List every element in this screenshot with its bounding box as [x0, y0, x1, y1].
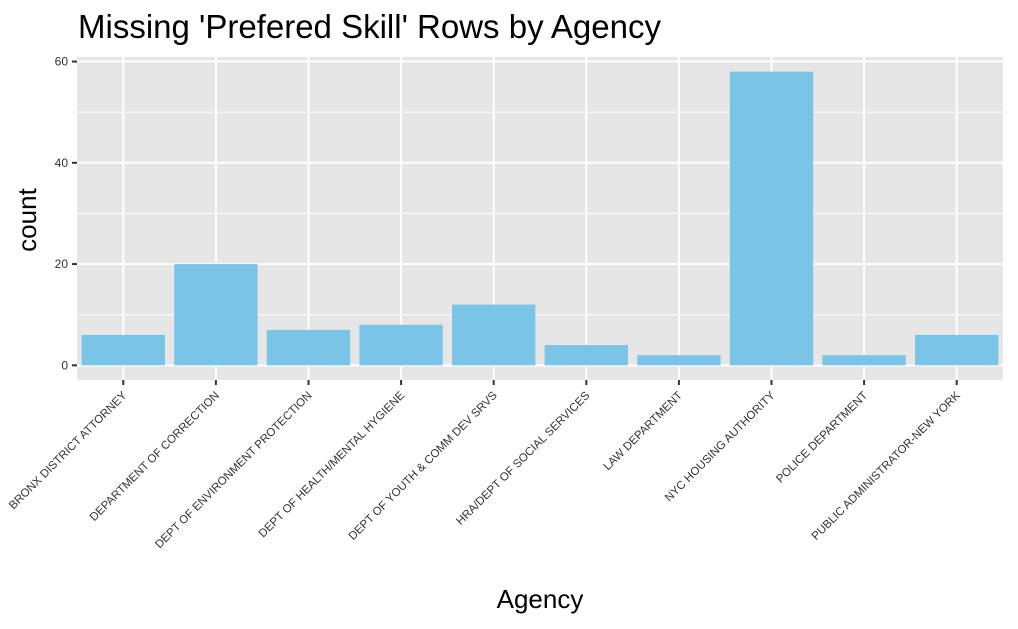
x-tick-label: DEPT OF ENVIRONMENT PROTECTION: [153, 390, 314, 551]
bar: [729, 71, 814, 366]
bar: [174, 264, 258, 366]
x-tick-label: PUBLIC ADMINISTRATOR-NEW YORK: [810, 389, 963, 542]
x-tick-label: POLICE DEPARTMENT: [774, 390, 870, 486]
x-tick-label: DEPT OF YOUTH & COMM DEV SRVS: [347, 389, 500, 542]
bar: [637, 355, 721, 366]
bar: [81, 334, 165, 366]
bar: [266, 329, 351, 366]
x-tick-label: NYC HOUSING AUTHORITY: [663, 389, 778, 504]
x-tick-label: LAW DEPARTMENT: [602, 390, 685, 473]
bar: [452, 304, 536, 366]
y-tick-label: 0: [61, 358, 68, 372]
bars: [81, 71, 999, 366]
bar: [915, 334, 999, 366]
bar: [544, 345, 628, 366]
chart-title: Missing 'Prefered Skill' Rows by Agency: [78, 8, 661, 45]
y-tick-label: 20: [55, 257, 69, 271]
bar: [359, 324, 443, 366]
y-tick-label: 60: [55, 55, 69, 69]
y-axis-label: count: [12, 187, 42, 251]
y-axis: 0 20 40 60: [55, 55, 77, 372]
x-axis-label: Agency: [497, 584, 584, 614]
y-tick-label: 40: [55, 156, 69, 170]
x-tick-label: DEPT OF HEALTH/MENTAL HYGIENE: [257, 389, 408, 540]
bar: [822, 355, 906, 366]
